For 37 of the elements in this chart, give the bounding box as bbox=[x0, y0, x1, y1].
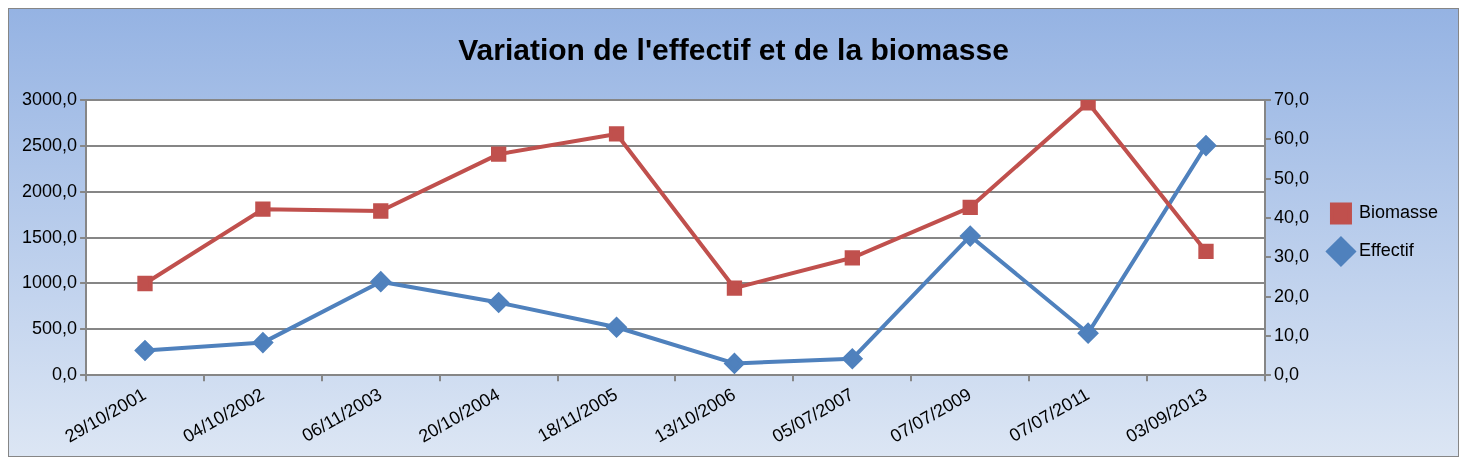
y-tick-label: 500,0 bbox=[32, 318, 78, 339]
y-tick-label: 1000,0 bbox=[21, 272, 78, 293]
point bbox=[488, 292, 509, 313]
y2-tick-label: 60,0 bbox=[1273, 128, 1309, 149]
y-tick-label: 0,0 bbox=[52, 364, 78, 385]
point bbox=[373, 203, 389, 219]
point bbox=[842, 348, 863, 369]
legend-label: Effectif bbox=[1358, 240, 1415, 261]
point bbox=[255, 201, 271, 217]
point bbox=[960, 226, 981, 247]
point bbox=[608, 126, 625, 142]
point bbox=[252, 332, 273, 353]
point bbox=[135, 340, 155, 361]
y-tick-label: 3000,0 bbox=[21, 88, 78, 109]
point bbox=[1195, 135, 1216, 156]
y2-tick-label: 0,0 bbox=[1273, 364, 1299, 385]
point bbox=[724, 353, 745, 374]
point bbox=[726, 280, 743, 296]
chart-title: Variation de l'effectif et de la biomasse bbox=[458, 33, 1009, 67]
y2-tick-label: 30,0 bbox=[1273, 246, 1309, 267]
point bbox=[137, 275, 153, 292]
point bbox=[844, 250, 860, 266]
y2-tick-label: 70,0 bbox=[1273, 88, 1309, 109]
y2-tick-label: 50,0 bbox=[1273, 167, 1309, 188]
y-tick-label: 2500,0 bbox=[21, 134, 78, 155]
y-tick-label: 1500,0 bbox=[21, 226, 78, 247]
point bbox=[962, 199, 978, 215]
y2-tick-label: 10,0 bbox=[1273, 324, 1309, 345]
point bbox=[370, 271, 391, 292]
y-tick-label: 2000,0 bbox=[21, 180, 78, 201]
point bbox=[1198, 243, 1214, 260]
y2-tick-label: 20,0 bbox=[1273, 285, 1309, 306]
legend-label: Biomasse bbox=[1358, 202, 1438, 223]
point bbox=[606, 317, 627, 338]
point bbox=[1078, 323, 1099, 344]
y2-tick-label: 40,0 bbox=[1273, 206, 1309, 227]
point bbox=[491, 146, 507, 162]
